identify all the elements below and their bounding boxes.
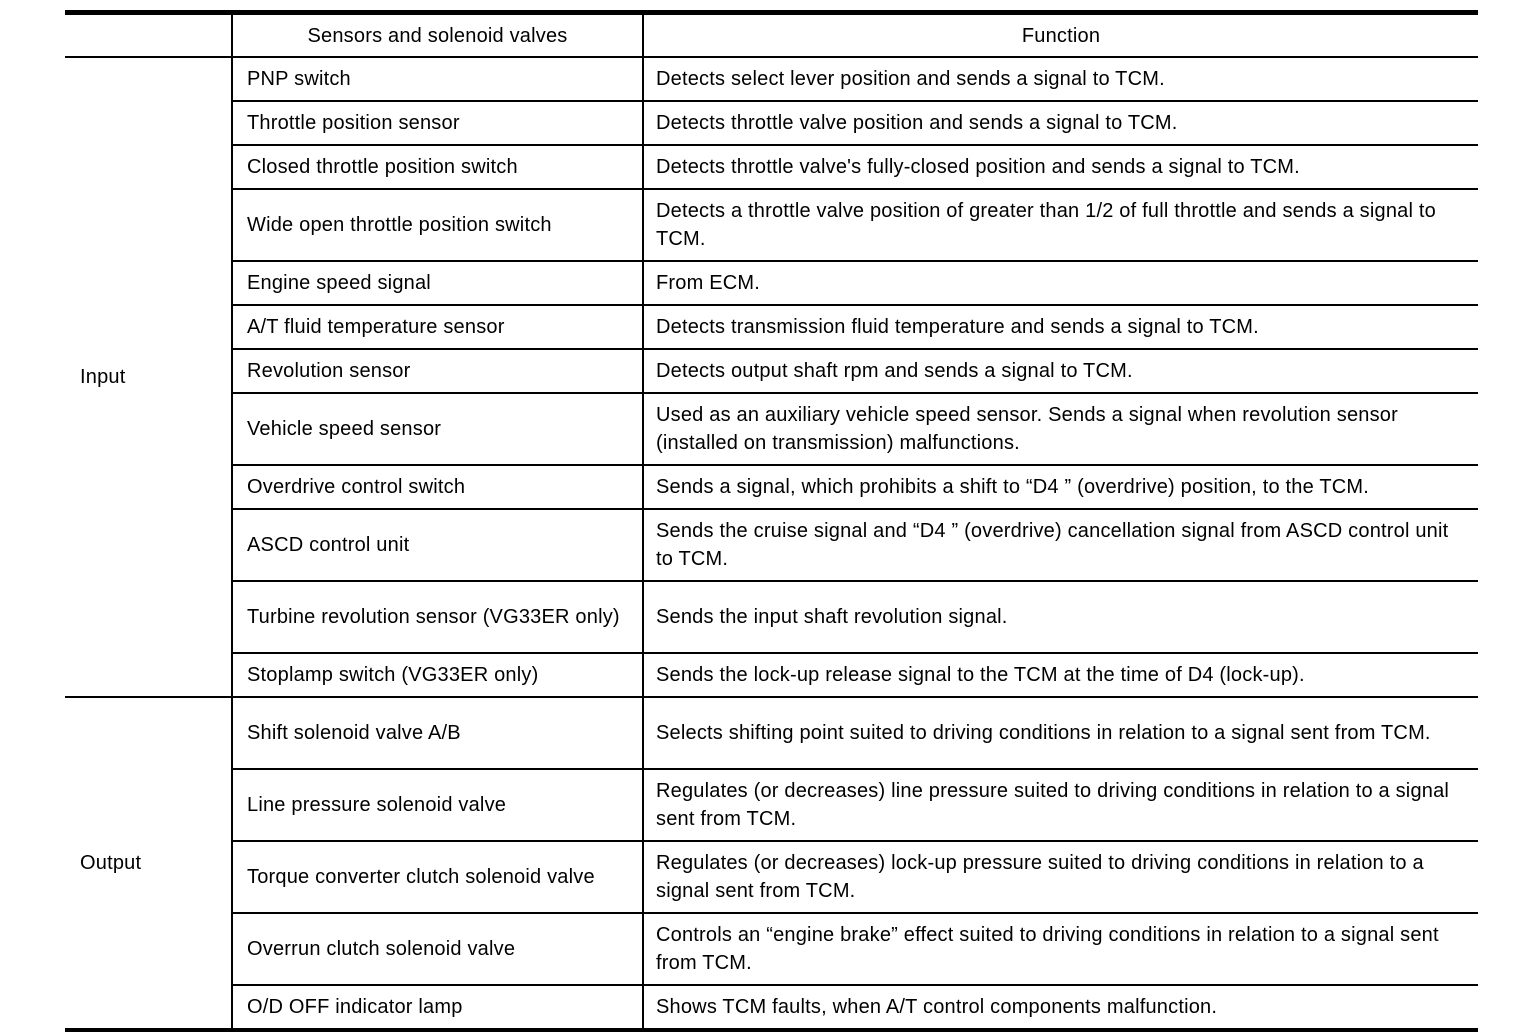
sensor-cell: A/T fluid temperature sensor	[231, 305, 643, 350]
tcm-input-output-table: Sensors and solenoid valves Function Inp…	[65, 10, 1478, 1032]
function-cell: Sends the lock-up release signal to the …	[642, 653, 1478, 698]
table-row: ASCD control unit Sends the cruise signa…	[65, 509, 1478, 582]
function-cell: Selects shifting point suited to driving…	[642, 697, 1478, 770]
sensor-cell: ASCD control unit	[231, 509, 643, 582]
function-cell: Sends the input shaft revolution signal.	[642, 581, 1478, 654]
function-cell: Detects a throttle valve position of gre…	[642, 189, 1478, 262]
table-row: Input PNP switch Detects select lever po…	[65, 57, 1478, 698]
sensor-cell: Torque converter clutch solenoid valve	[231, 841, 643, 914]
sensor-cell: PNP switch	[231, 57, 643, 102]
table-row: Stoplamp switch (VG33ER only) Sends the …	[65, 653, 1478, 698]
sensor-cell: O/D OFF indicator lamp	[231, 985, 643, 1032]
table-row: Torque converter clutch solenoid valve R…	[65, 841, 1478, 914]
group-label-input: Input	[65, 57, 232, 698]
sensor-cell: Shift solenoid valve A/B	[231, 697, 643, 770]
sensor-cell: Turbine revolution sensor (VG33ER only)	[231, 581, 643, 654]
sensor-cell: Revolution sensor	[231, 349, 643, 394]
table-row: Output Shift solenoid valve A/B Selects …	[65, 697, 1478, 1032]
function-cell: Regulates (or decreases) lock-up pressur…	[642, 841, 1478, 914]
table-row: A/T fluid temperature sensor Detects tra…	[65, 305, 1478, 350]
function-cell: Shows TCM faults, when A/T control compo…	[642, 985, 1478, 1032]
table-row: Closed throttle position switch Detects …	[65, 145, 1478, 190]
function-cell: Detects throttle valve position and send…	[642, 101, 1478, 146]
table-row: Throttle position sensor Detects throttl…	[65, 101, 1478, 146]
table-row: Line pressure solenoid valve Regulates (…	[65, 769, 1478, 842]
function-cell: From ECM.	[642, 261, 1478, 306]
sensor-cell: Line pressure solenoid valve	[231, 769, 643, 842]
header-row: Sensors and solenoid valves Function	[65, 12, 1478, 58]
function-cell: Controls an “engine brake” effect suited…	[642, 913, 1478, 986]
sensor-cell: Closed throttle position switch	[231, 145, 643, 190]
table-row: Vehicle speed sensor Used as an auxiliar…	[65, 393, 1478, 466]
function-cell: Regulates (or decreases) line pressure s…	[642, 769, 1478, 842]
function-cell: Sends a signal, which prohibits a shift …	[642, 465, 1478, 510]
sensor-cell: Overdrive control switch	[231, 465, 643, 510]
sensor-cell: Overrun clutch solenoid valve	[231, 913, 643, 986]
sensor-cell: Vehicle speed sensor	[231, 393, 643, 466]
function-cell: Detects output shaft rpm and sends a sig…	[642, 349, 1478, 394]
header-sensors-and-solenoid-valves: Sensors and solenoid valves	[231, 12, 643, 58]
sensor-cell: Stoplamp switch (VG33ER only)	[231, 653, 643, 698]
table-row: O/D OFF indicator lamp Shows TCM faults,…	[65, 985, 1478, 1032]
header-function: Function	[642, 12, 1478, 58]
table-row: Wide open throttle position switch Detec…	[65, 189, 1478, 262]
table-row: Overrun clutch solenoid valve Controls a…	[65, 913, 1478, 986]
header-blank-cell	[65, 12, 232, 58]
table-row: Engine speed signal From ECM.	[65, 261, 1478, 306]
function-cell: Sends the cruise signal and “D4 ” (overd…	[642, 509, 1478, 582]
sensor-cell: Throttle position sensor	[231, 101, 643, 146]
sensor-cell: Wide open throttle position switch	[231, 189, 643, 262]
function-cell: Detects throttle valve's fully-closed po…	[642, 145, 1478, 190]
function-cell: Used as an auxiliary vehicle speed senso…	[642, 393, 1478, 466]
table-row: Revolution sensor Detects output shaft r…	[65, 349, 1478, 394]
function-cell: Detects select lever position and sends …	[642, 57, 1478, 102]
function-cell: Detects transmission fluid temperature a…	[642, 305, 1478, 350]
sensor-cell: Engine speed signal	[231, 261, 643, 306]
table-row: Turbine revolution sensor (VG33ER only) …	[65, 581, 1478, 654]
group-label-output: Output	[65, 697, 232, 1032]
table-row: Overdrive control switch Sends a signal,…	[65, 465, 1478, 510]
